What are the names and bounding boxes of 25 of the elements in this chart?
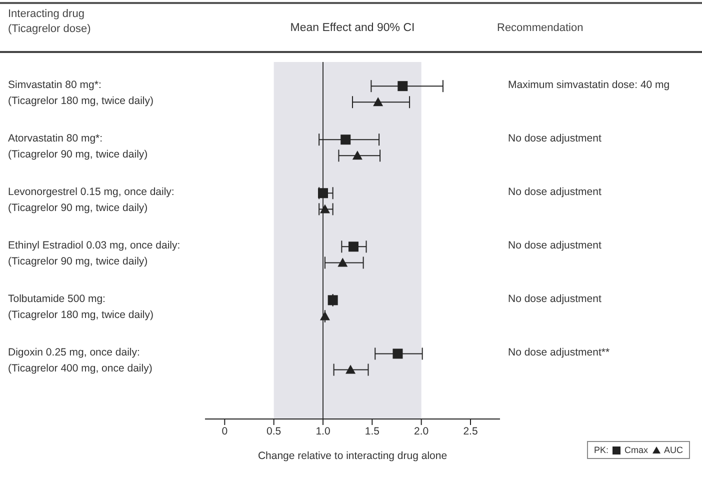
text: Recommendation (497, 22, 584, 34)
legend-label: Cmax (624, 445, 648, 455)
text: No dose adjustment (508, 132, 602, 145)
y-tick-label: Digoxin 0.25 mg, once daily: (Ticagrelor 400 mg, once daily) (8, 346, 152, 375)
x-tick-label: 1.5 (364, 425, 380, 438)
text: No dose adjustment (508, 186, 602, 198)
y-tick-label: Simvastatin 80 mg*: (Ticagrelor 180 mg, twice daily) (8, 79, 154, 108)
y-tick-label: Atorvastatin 80 mg*: (Ticagrelor 90 mg, twice daily) (8, 132, 148, 161)
x-tick-label: 0.5 (266, 425, 282, 438)
text: No dose adjustment** (508, 346, 610, 359)
y-tick-label: Ethinyl Estradiol 0.03 mg, once daily: (Ticagrelor 90 mg, twice daily) (8, 240, 180, 268)
x-tick-label: 2.5 (463, 425, 478, 438)
text: Maximum simvastatin dose: 40 mg (508, 79, 670, 92)
legend-label: AUC (664, 445, 683, 455)
legend-title: PK: (594, 445, 608, 455)
text: No dose adjustment (508, 293, 602, 306)
chart-title: Mean Effect and 90% CI (290, 22, 415, 34)
text: No dose adjustment (508, 240, 602, 252)
x-tick-label: 1.0 (316, 425, 330, 438)
x-tick-label: 0 (222, 425, 228, 438)
y-axis-title: Interacting drug (Ticagrelor dose) (8, 7, 91, 37)
y-tick-label: Tolbutamide 500 mg: (Ticagrelor 180 mg, twice daily) (8, 293, 154, 322)
x-tick-label: 2.0 (414, 425, 429, 438)
y-tick-label: Levonorgestrel 0.15 mg, once daily: (Ticagrelor 90 mg, twice daily) (8, 186, 174, 214)
x-axis-title: Change relative to interacting drug alone (258, 450, 448, 462)
